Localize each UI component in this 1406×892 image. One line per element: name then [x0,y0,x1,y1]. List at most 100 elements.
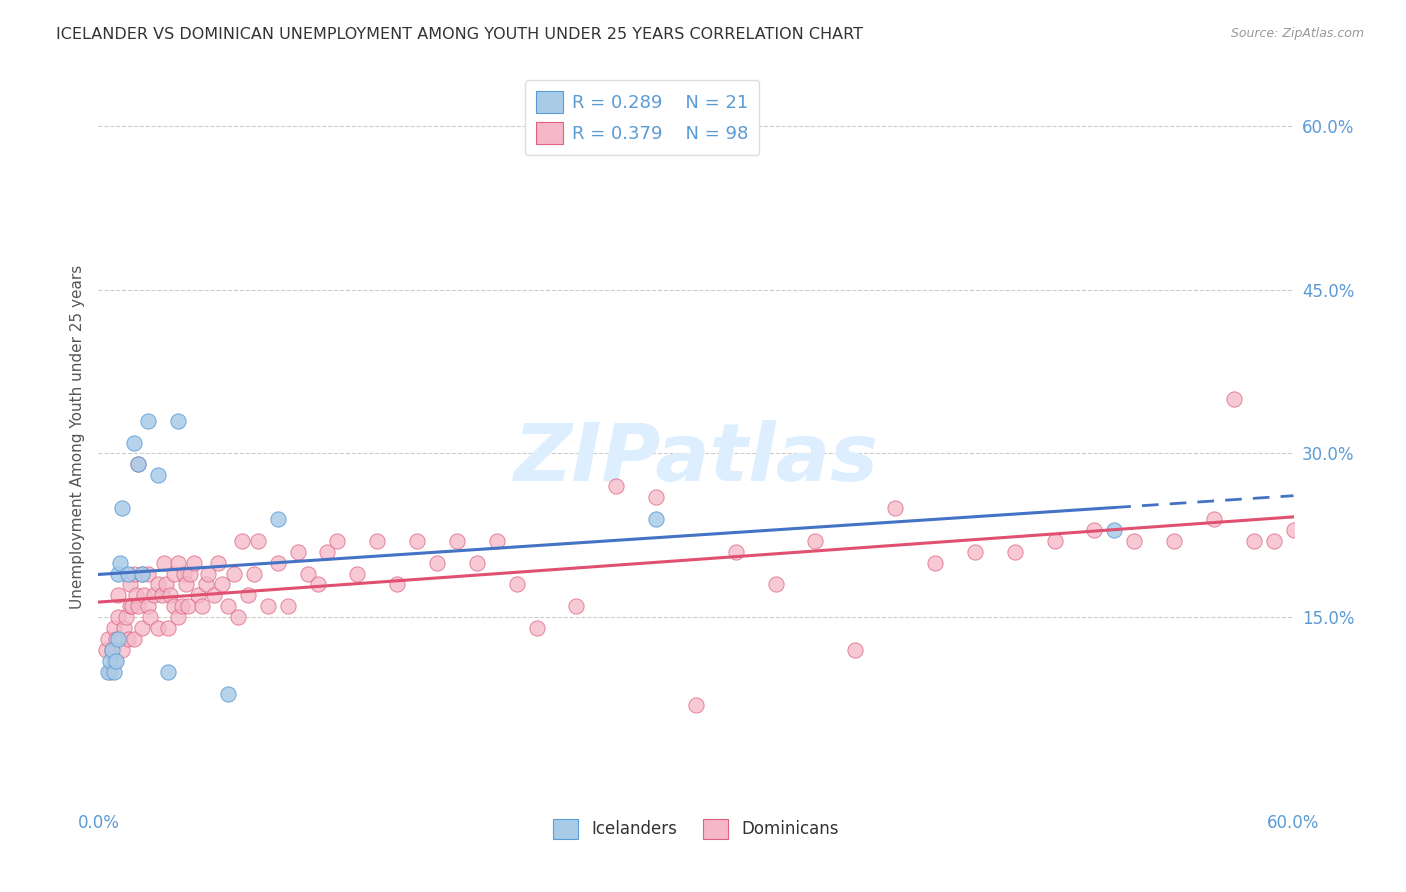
Point [1202,512,1225,526]
Point [153,556,176,570]
Point [107,610,129,624]
Point [326,533,349,548]
Point [267,512,290,526]
Point [167,414,190,428]
Point [105,632,128,646]
Point [297,566,319,581]
Point [136,566,159,581]
Point [217,687,239,701]
Point [117,566,139,581]
Point [236,588,259,602]
Point [385,577,409,591]
Point [172,599,194,614]
Point [179,566,201,581]
Point [565,599,588,614]
Point [211,577,233,591]
Point [316,545,339,559]
Point [127,599,149,614]
Point [287,545,309,559]
Point [924,556,946,570]
Point [103,654,125,668]
Point [307,577,329,591]
Point [506,577,529,591]
Point [277,599,299,614]
Point [111,501,134,516]
Point [1282,523,1305,537]
Point [183,556,205,570]
Point [139,610,162,624]
Point [963,545,986,559]
Point [105,654,128,668]
Point [124,566,146,581]
Point [125,588,148,602]
Legend: Icelanders, Dominicans: Icelanders, Dominicans [547,812,845,846]
Point [406,533,429,548]
Point [127,458,149,472]
Point [465,556,488,570]
Point [256,599,278,614]
Point [163,566,186,581]
Point [346,566,368,581]
Point [222,566,245,581]
Point [103,621,125,635]
Text: Source: ZipAtlas.com: Source: ZipAtlas.com [1230,27,1364,40]
Point [148,468,170,483]
Point [485,533,508,548]
Point [155,577,177,591]
Point [1104,523,1126,537]
Point [117,632,139,646]
Point [107,632,129,646]
Point [844,643,866,657]
Point [148,577,170,591]
Point [98,654,122,668]
Point [645,512,668,526]
Point [174,577,197,591]
Point [112,621,135,635]
Point [131,621,153,635]
Point [110,556,132,570]
Point [1263,533,1285,548]
Text: ICELANDER VS DOMINICAN UNEMPLOYMENT AMONG YOUTH UNDER 25 YEARS CORRELATION CHART: ICELANDER VS DOMINICAN UNEMPLOYMENT AMON… [56,27,863,42]
Point [96,643,118,657]
Point [111,643,134,657]
Point [101,643,124,657]
Point [107,566,129,581]
Point [124,435,146,450]
Point [1163,533,1185,548]
Point [267,556,290,570]
Point [1243,533,1265,548]
Point [231,533,253,548]
Point [107,588,129,602]
Point [1004,545,1026,559]
Point [202,588,225,602]
Point [366,533,388,548]
Text: ZIPatlas: ZIPatlas [513,420,879,498]
Point [605,479,627,493]
Point [195,577,218,591]
Point [131,566,153,581]
Point [177,599,200,614]
Point [131,566,153,581]
Point [97,632,120,646]
Point [136,599,159,614]
Point [765,577,787,591]
Point [217,599,239,614]
Point [724,545,747,559]
Point [645,490,668,504]
Point [1223,392,1246,406]
Point [526,621,548,635]
Point [1083,523,1105,537]
Point [1123,533,1146,548]
Point [685,698,707,712]
Point [426,556,449,570]
Point [97,665,120,679]
Point [157,621,180,635]
Point [115,610,138,624]
Point [148,621,170,635]
Point [103,665,125,679]
Point [191,599,214,614]
Point [120,599,142,614]
Point [121,599,143,614]
Point [884,501,907,516]
Point [101,643,124,657]
